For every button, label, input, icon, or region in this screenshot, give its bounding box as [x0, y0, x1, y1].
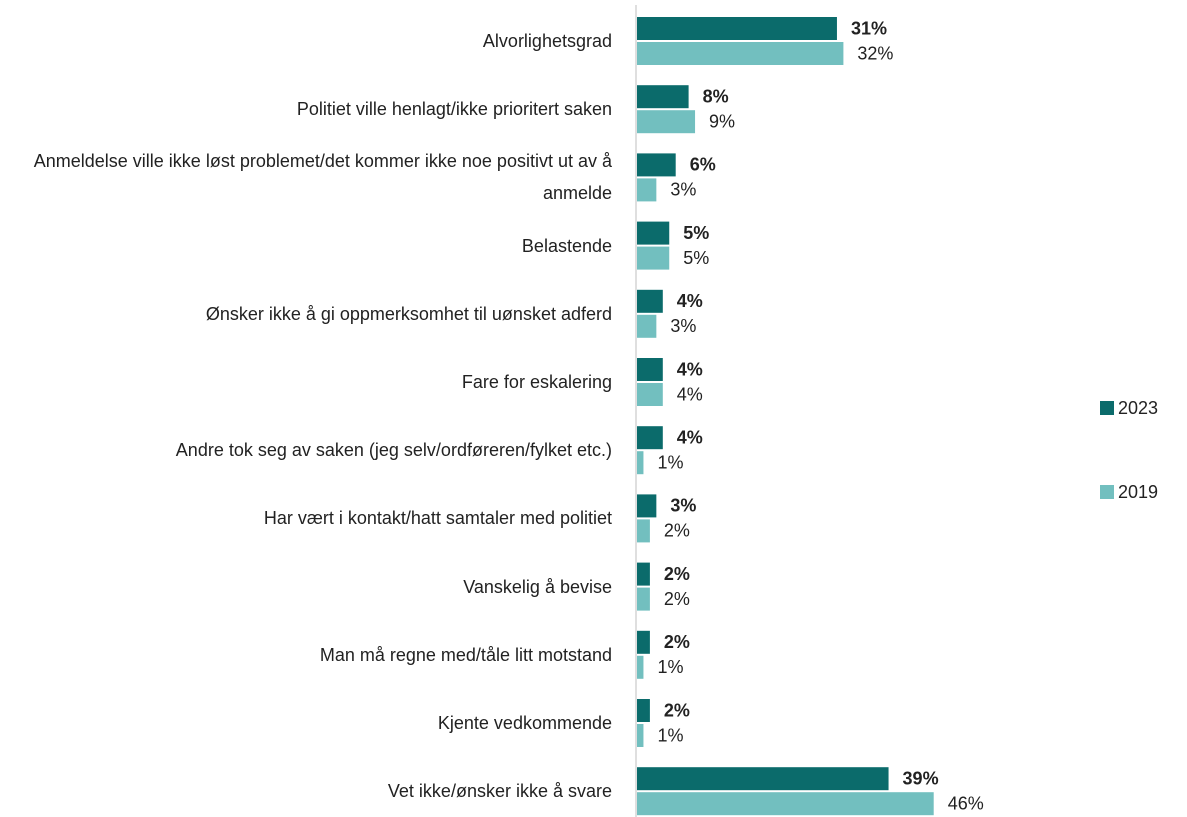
- value-label: 2%: [664, 589, 690, 609]
- bar: [637, 221, 670, 245]
- bar: [637, 767, 889, 791]
- bar: [637, 426, 663, 450]
- bar: [637, 383, 663, 406]
- value-label: 3%: [670, 180, 696, 200]
- category-label: Anmeldelse ville ikke løst problemet/det…: [33, 151, 612, 204]
- legend-label: 2023: [1118, 398, 1158, 418]
- category-label: Fare for eskalering: [461, 372, 612, 392]
- value-label: 31%: [851, 18, 887, 38]
- value-label: 46%: [948, 793, 984, 813]
- bar: [637, 630, 650, 654]
- value-label: 1%: [657, 725, 683, 745]
- value-label: 4%: [677, 384, 703, 404]
- bar: [637, 519, 650, 543]
- value-label: 3%: [670, 496, 696, 516]
- bar: [637, 358, 663, 381]
- category-label: Politiet ville henlagt/ikke prioritert s…: [296, 99, 612, 120]
- category-label: Man må regne med/tåle litt motstand: [319, 644, 612, 665]
- value-label: 4%: [677, 291, 703, 311]
- category-label: Vanskelig å bevise: [463, 576, 612, 597]
- value-label: 2%: [664, 632, 690, 652]
- bar: [637, 289, 663, 313]
- value-label: 9%: [709, 111, 735, 131]
- legend-swatch: [1100, 485, 1114, 499]
- legend-swatch: [1100, 401, 1114, 415]
- value-label: 3%: [670, 316, 696, 336]
- category-label: Belastende: [521, 235, 612, 256]
- value-label: 4%: [677, 427, 703, 447]
- value-label: 2%: [664, 521, 690, 541]
- category-label: Alvorlighetsgrad: [482, 31, 612, 51]
- bar: [637, 42, 844, 65]
- bar: [637, 85, 689, 109]
- value-label: 39%: [903, 768, 939, 788]
- bar: [637, 451, 644, 475]
- bar: [637, 314, 657, 338]
- value-label: 2%: [664, 564, 690, 584]
- value-label: 2%: [664, 700, 690, 720]
- bar: [637, 792, 934, 816]
- bar: [637, 17, 837, 40]
- bar: [637, 655, 644, 679]
- value-label: 1%: [657, 657, 683, 677]
- category-label: Kjente vedkommende: [437, 713, 612, 733]
- value-label: 32%: [857, 43, 893, 63]
- value-label: 6%: [690, 155, 716, 175]
- category-label: Andre tok seg av saken (jeg selv/ordføre…: [175, 440, 612, 461]
- category-label: Vet ikke/ønsker ikke å svare: [387, 781, 612, 802]
- bar: [637, 724, 644, 747]
- bar: [637, 699, 650, 722]
- value-label: 8%: [703, 86, 729, 106]
- bar: [637, 562, 650, 586]
- bar: [637, 246, 670, 270]
- value-label: 4%: [677, 359, 703, 379]
- bar: [637, 110, 696, 134]
- bar: [637, 587, 650, 611]
- value-label: 5%: [683, 223, 709, 243]
- legend-label: 2019: [1118, 482, 1158, 502]
- bar: [637, 153, 676, 177]
- category-label: Ønsker ikke å gi oppmerksomhet til uønsk…: [205, 303, 612, 324]
- value-label: 1%: [657, 452, 683, 472]
- value-label: 5%: [683, 248, 709, 268]
- bar: [637, 494, 657, 518]
- category-label: Har vært i kontakt/hatt samtaler med pol…: [263, 508, 612, 529]
- bar: [637, 178, 657, 202]
